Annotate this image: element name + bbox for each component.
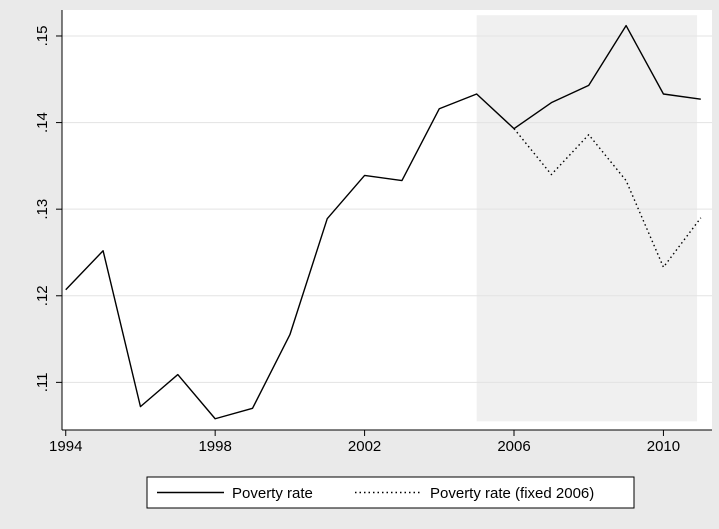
x-tick-label-2: 2002 [348,438,381,455]
legend-box [146,476,635,509]
y-tick-label-4: .15 [34,26,51,47]
legend: Poverty rate Poverty rate (fixed 2006) [146,476,635,509]
legend-label-poverty-rate: Poverty rate [232,485,313,502]
shaded-region [476,15,698,422]
x-tick-label-0: 1994 [49,438,82,455]
x-axis-ticks: 1994 1998 2002 2006 2010 [49,430,680,455]
grid-lines [62,35,712,383]
x-tick-label-4: 2010 [647,438,680,455]
y-tick-label-1: .12 [34,285,51,306]
series-line-0 [65,24,701,420]
x-tick-label-1: 1998 [198,438,231,455]
y-tick-label-2: .13 [34,199,51,220]
legend-label-poverty-rate-fixed-2006: Poverty rate (fixed 2006) [430,485,594,502]
x-tick-label-3: 2006 [497,438,530,455]
y-tick-label-3: .14 [34,112,51,133]
y-tick-label-0: .11 [34,372,51,392]
series-lines [65,24,702,420]
y-axis-ticks: .11 .12 .13 .14 .15 [34,26,62,392]
